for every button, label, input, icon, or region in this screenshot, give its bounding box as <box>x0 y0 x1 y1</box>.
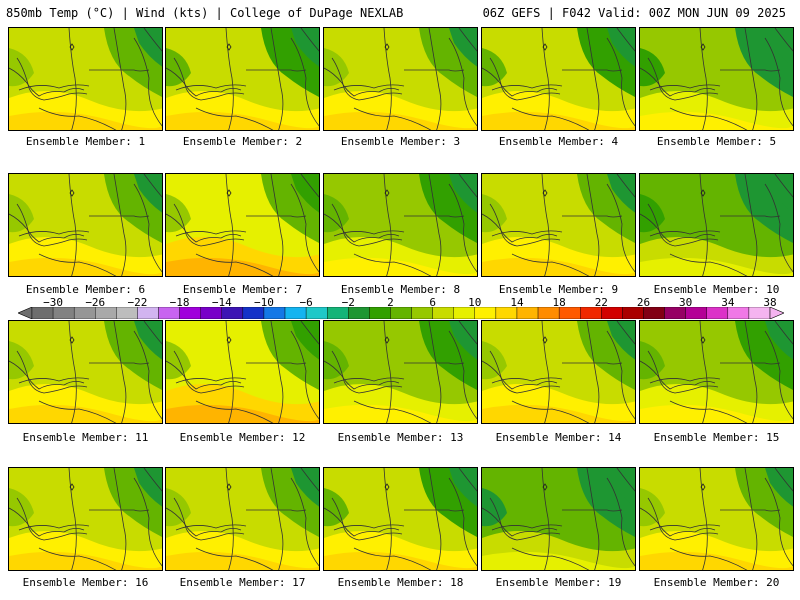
member-label: Ensemble Member: 19 <box>495 576 622 589</box>
colorbar-tick-label: −2 <box>341 296 355 309</box>
temperature-map <box>640 468 793 570</box>
member-label: Ensemble Member: 10 <box>653 283 780 296</box>
colorbar-tick-label: −18 <box>169 296 190 309</box>
ensemble-panel <box>481 27 636 131</box>
colorbar-tick-label: 14 <box>510 296 524 309</box>
temperature-map <box>166 321 319 423</box>
temperature-map <box>640 28 793 130</box>
colorbar-tick-label: 38 <box>763 296 777 309</box>
colorbar-tick-label: −10 <box>254 296 274 309</box>
temperature-map <box>9 28 162 130</box>
ensemble-panel <box>8 173 163 277</box>
ensemble-panel <box>8 467 163 571</box>
temperature-map <box>640 321 793 423</box>
temperature-map <box>324 321 477 423</box>
ensemble-panel <box>323 27 478 131</box>
ensemble-panel <box>8 320 163 424</box>
ensemble-panel <box>639 173 794 277</box>
colorbar-tick-label: 22 <box>594 296 608 309</box>
temperature-map <box>640 174 793 276</box>
temperature-map <box>9 321 162 423</box>
temperature-map <box>9 468 162 570</box>
temperature-map <box>324 468 477 570</box>
ensemble-panel <box>481 320 636 424</box>
ensemble-panel <box>323 173 478 277</box>
member-label: Ensemble Member: 3 <box>340 135 461 148</box>
member-label: Ensemble Member: 9 <box>498 283 619 296</box>
temperature-map <box>324 174 477 276</box>
colorbar-arrow-right <box>769 307 784 319</box>
colorbar-tick-label: 2 <box>387 296 394 309</box>
colorbar-tick-label: −14 <box>211 296 232 309</box>
temperature-map <box>482 321 635 423</box>
colorbar-tick-label: 6 <box>429 296 436 309</box>
colorbar-tick-label: −26 <box>85 296 106 309</box>
ensemble-panel <box>481 467 636 571</box>
colorbar-arrow-left <box>18 307 33 319</box>
colorbar-tick-label: 10 <box>468 296 482 309</box>
temperature-map <box>482 468 635 570</box>
temperature-map <box>482 174 635 276</box>
temperature-map <box>482 28 635 130</box>
ensemble-panel <box>639 320 794 424</box>
member-label: Ensemble Member: 18 <box>337 576 464 589</box>
member-label: Ensemble Member: 8 <box>340 283 461 296</box>
member-label: Ensemble Member: 15 <box>653 431 780 444</box>
colorbar-tick-label: −22 <box>127 296 148 309</box>
member-label: Ensemble Member: 16 <box>22 576 149 589</box>
colorbar-tick-label: 34 <box>721 296 735 309</box>
run-info: 06Z GEFS | F042 Valid: 00Z MON JUN 09 20… <box>482 6 786 20</box>
temperature-map <box>166 28 319 130</box>
chart-title: 850mb Temp (°C) | Wind (kts) | College o… <box>6 6 404 20</box>
ensemble-panel <box>165 27 320 131</box>
colorbar-tick-label: −30 <box>43 296 64 309</box>
ensemble-panel <box>323 320 478 424</box>
member-label: Ensemble Member: 7 <box>182 283 303 296</box>
colorbar-tick-label: −6 <box>299 296 313 309</box>
colorbar-tick-label: 18 <box>552 296 566 309</box>
member-label: Ensemble Member: 4 <box>498 135 619 148</box>
colorbar-tick-label: 26 <box>636 296 651 309</box>
member-label: Ensemble Member: 1 <box>25 135 146 148</box>
temperature-map <box>9 174 162 276</box>
member-label: Ensemble Member: 6 <box>25 283 146 296</box>
ensemble-panel <box>323 467 478 571</box>
member-label: Ensemble Member: 5 <box>656 135 777 148</box>
member-label: Ensemble Member: 2 <box>182 135 303 148</box>
ensemble-panel <box>165 173 320 277</box>
member-label: Ensemble Member: 20 <box>653 576 780 589</box>
ensemble-panel <box>165 320 320 424</box>
member-label: Ensemble Member: 17 <box>179 576 306 589</box>
member-label: Ensemble Member: 14 <box>495 431 622 444</box>
ensemble-panel <box>8 27 163 131</box>
temperature-map <box>166 174 319 276</box>
ensemble-panel <box>639 27 794 131</box>
ensemble-panel <box>639 467 794 571</box>
member-label: Ensemble Member: 11 <box>22 431 149 444</box>
ensemble-panel <box>481 173 636 277</box>
member-label: Ensemble Member: 12 <box>179 431 306 444</box>
temperature-map <box>166 468 319 570</box>
colorbar-tick-label: 30 <box>679 296 693 309</box>
member-label: Ensemble Member: 13 <box>337 431 464 444</box>
colorbar <box>18 307 784 319</box>
temperature-map <box>324 28 477 130</box>
ensemble-panel <box>165 467 320 571</box>
